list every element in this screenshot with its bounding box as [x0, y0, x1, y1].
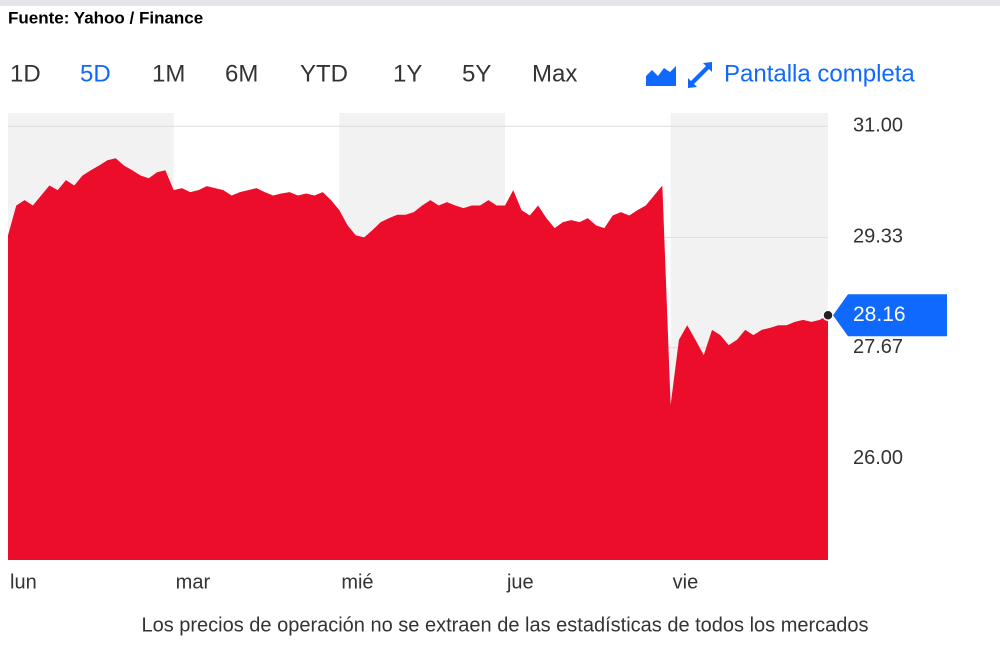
x-tick-label: vie [673, 571, 699, 593]
y-tick-label: 31.00 [853, 115, 903, 137]
range-tab[interactable]: 5D [80, 60, 111, 87]
last-point [822, 309, 834, 321]
range-tab[interactable]: 6M [225, 60, 258, 87]
x-tick-label: lun [10, 571, 37, 593]
y-tick-label: 27.67 [853, 336, 903, 358]
expand-icon[interactable] [688, 62, 712, 88]
range-tab[interactable]: 1Y [393, 60, 422, 87]
fullscreen-icons[interactable] [646, 62, 712, 88]
range-tab[interactable]: 1D [10, 60, 41, 87]
y-tick-label: 26.00 [853, 447, 903, 469]
source: Fuente: Yahoo / Finance [8, 8, 203, 27]
x-tick-label: mar [176, 571, 211, 593]
range-tab[interactable]: 1M [152, 60, 185, 87]
footnote: Los precios de operación no se extraen d… [141, 614, 868, 636]
chart-icon[interactable] [646, 66, 676, 86]
range-tab[interactable]: YTD [300, 60, 348, 87]
price-tag [833, 294, 947, 337]
fullscreen-link[interactable]: Pantalla completa [724, 60, 915, 87]
y-tick-label: 29.33 [853, 226, 903, 248]
price-tag-label: 28.16 [853, 303, 906, 326]
top-bar [0, 0, 1000, 6]
range-tab[interactable]: 5Y [462, 60, 491, 87]
range-tab[interactable]: Max [532, 60, 577, 87]
price-area [8, 158, 828, 560]
x-tick-label: mié [341, 571, 373, 593]
x-tick-label: jue [506, 571, 534, 593]
